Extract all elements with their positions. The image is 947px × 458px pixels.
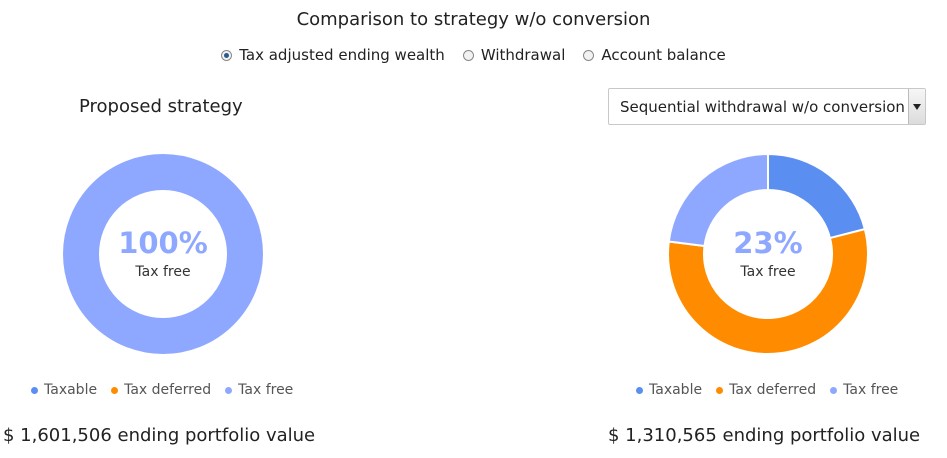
proposed-strategy-title: Proposed strategy [79,96,243,117]
right-center-label: Tax free [740,264,796,280]
legend-item-tax-deferred[interactable]: Tax deferred [111,382,211,398]
legend-label: Taxable [44,382,98,398]
option-label: Tax adjusted ending wealth [239,46,445,64]
left-center-percent: 100% [118,226,208,260]
legend-dot-icon [225,386,233,394]
legend-label: Tax free [843,382,899,398]
legend-item-taxable[interactable]: Taxable [636,382,702,398]
left-center-label: Tax free [135,264,191,280]
legend-item-tax-deferred[interactable]: Tax deferred [716,382,816,398]
legend-dot-icon [716,386,724,394]
legend-dot-icon [636,386,643,394]
legend-label: Tax free [238,382,294,398]
legend-dot-icon [830,386,838,394]
legend-label: Tax deferred [729,382,817,398]
legend-dot-icon [31,386,38,394]
radio-icon[interactable] [462,49,474,61]
legend-item-tax-free[interactable]: Tax free [830,382,898,398]
legend-label: Tax deferred [124,382,212,398]
donut-0-slice-tax-free[interactable] [63,154,263,354]
legend-item-taxable[interactable]: Taxable [31,382,97,398]
left-legend: Taxable Tax deferred Tax free [31,382,293,398]
radio-icon[interactable] [221,49,233,61]
donut-1-slice-tax-deferred[interactable] [667,227,869,355]
right-legend: Taxable Tax deferred Tax free [636,382,898,398]
option-label: Withdrawal [480,46,566,64]
option-tax-adjusted[interactable]: Tax adjusted ending wealth [221,46,445,64]
radio-icon[interactable] [583,49,595,61]
strategy-select-value: Sequential withdrawal w/o conversion [620,97,905,116]
option-withdrawal[interactable]: Withdrawal [462,46,566,64]
left-ending-value: $ 1,601,506 ending portfolio value [3,425,316,446]
strategy-select[interactable]: Sequential withdrawal w/o conversion [608,88,926,125]
chart-title: Comparison to strategy w/o conversion [296,9,651,30]
view-options: Tax adjusted ending wealth Withdrawal Ac… [0,46,947,64]
option-account-balance[interactable]: Account balance [583,46,726,64]
legend-label: Taxable [649,382,703,398]
right-ending-value: $ 1,310,565 ending portfolio value [608,425,921,446]
donut-1-slice-tax-free[interactable] [667,152,769,248]
legend-dot-icon [111,386,119,394]
legend-item-tax-free[interactable]: Tax free [225,382,293,398]
chevron-down-icon[interactable] [908,89,925,124]
right-center-percent: 23% [733,226,803,260]
option-label: Account balance [601,46,726,64]
